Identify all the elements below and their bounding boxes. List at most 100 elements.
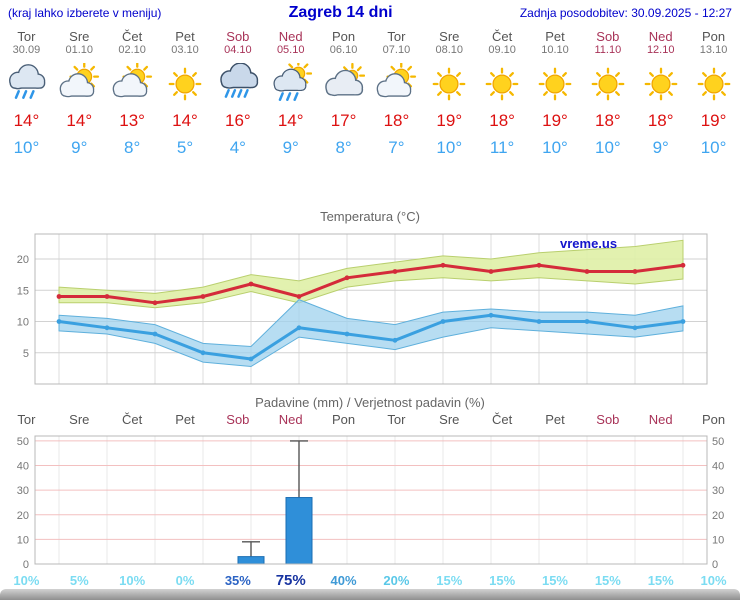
day-name: Pet (175, 29, 195, 44)
precip-day-label: Sob (596, 412, 620, 427)
svg-text:10: 10 (17, 317, 29, 329)
day-min-temp: 10° (594, 138, 621, 157)
precip-probability: 15% (541, 573, 568, 588)
precip-day-label: Tor (17, 412, 36, 427)
day-column-13.10[interactable]: Pon 13.10 19° 10° (687, 26, 740, 164)
svg-text:0: 0 (23, 559, 29, 571)
precip-probability: 5% (69, 573, 89, 588)
svg-text:40: 40 (712, 461, 724, 473)
day-date: 07.10 (382, 44, 411, 56)
svg-text:20: 20 (17, 254, 29, 266)
day-max-temp: 18° (489, 111, 515, 130)
precip-probability: 75% (275, 572, 306, 589)
day-max-temp: 19° (542, 111, 568, 130)
day-date: 13.10 (699, 44, 728, 56)
day-name: Sob (596, 29, 620, 44)
day-date: 10.10 (541, 44, 569, 56)
svg-text:20: 20 (17, 510, 29, 522)
precip-probability: 15% (647, 573, 674, 588)
day-column-07.10[interactable]: Tor 07.10 18° 7° (370, 26, 423, 164)
precip-probability: 35% (224, 573, 251, 588)
menu-hint: (kraj lahko izberete v meniju) (8, 6, 162, 20)
precip-day-label: Sob (226, 412, 250, 427)
svg-text:50: 50 (17, 436, 29, 448)
precip-day-label: Pon (702, 412, 726, 427)
days-strip: Tor 30.09 14° 10° Sre 01.10 14° 9° Čet 02.10 13° 8°… (0, 26, 740, 164)
day-name: Sre (439, 29, 460, 44)
day-column-08.10[interactable]: Sre 08.10 19° 10° (423, 26, 476, 164)
page-title: Zagreb 14 dni (288, 4, 393, 21)
day-min-temp: 10° (700, 138, 727, 157)
day-min-temp: 9° (652, 138, 669, 157)
precip-day-label: Čet (492, 412, 513, 427)
day-max-temp: 18° (647, 111, 674, 130)
day-name: Čet (492, 29, 513, 44)
precip-day-label: Sre (439, 412, 460, 427)
sunny-icon (634, 62, 687, 106)
rain-icon (0, 62, 53, 106)
sunny-icon (159, 62, 212, 106)
svg-text:15: 15 (17, 285, 29, 297)
day-min-temp: 9° (71, 138, 88, 157)
day-name: Pon (702, 29, 726, 44)
svg-text:0: 0 (712, 559, 718, 571)
watermark: vreme.us (560, 236, 617, 251)
day-date: 05.10 (276, 44, 305, 56)
day-column-03.10[interactable]: Pet 03.10 14° 5° (159, 26, 212, 164)
svg-text:10: 10 (712, 534, 724, 546)
day-name: Sob (226, 29, 250, 44)
svg-text:10: 10 (17, 534, 29, 546)
day-min-temp: 10° (542, 138, 568, 157)
footer-bar (0, 589, 740, 600)
day-name: Tor (17, 29, 36, 44)
day-column-30.09[interactable]: Tor 30.09 14° 10° (0, 26, 53, 164)
day-max-temp: 19° (436, 111, 463, 130)
day-max-temp: 14° (172, 111, 198, 130)
day-column-05.10[interactable]: Ned 05.10 14° 9° (264, 26, 317, 164)
last-updated: Zadnja posodobitev: 30.09.2025 - 12:27 (519, 6, 732, 20)
precip-probability: 0% (175, 573, 195, 588)
day-column-10.10[interactable]: Pet 10.10 19° 10° (529, 26, 582, 164)
partly-cloudy-icon (370, 62, 423, 106)
day-column-02.10[interactable]: Čet 02.10 13° 8° (106, 26, 159, 164)
day-column-04.10[interactable]: Sob 04.10 16° 4° (211, 26, 264, 164)
partly-cloudy-icon (106, 62, 159, 106)
day-column-01.10[interactable]: Sre 01.10 14° 9° (53, 26, 106, 164)
temperature-chart-title: Temperatura (°C) (320, 209, 420, 224)
rain-heavy-icon (211, 62, 264, 106)
partly-cloudy-icon (53, 62, 106, 106)
day-column-11.10[interactable]: Sob 11.10 18° 10° (581, 26, 634, 164)
precip-probability: 10% (700, 573, 727, 588)
precip-probability: 15% (436, 573, 463, 588)
precip-day-label: Čet (122, 412, 143, 427)
day-date: 30.09 (12, 44, 41, 56)
svg-text:50: 50 (712, 436, 724, 448)
sunny-icon (423, 62, 476, 106)
precip-day-label: Pon (332, 412, 356, 427)
cloudy-icon (317, 62, 370, 106)
precip-day-label: Pet (545, 412, 565, 427)
day-min-temp: 11° (489, 138, 515, 157)
day-column-09.10[interactable]: Čet 09.10 18° 11° (476, 26, 529, 164)
day-max-temp: 17° (330, 111, 357, 130)
day-max-temp: 13° (119, 111, 145, 130)
day-date: 03.10 (171, 44, 199, 56)
precip-probability-row: 10% 5% 10% 0% 35% 75% 40% 20% 15% 15% 15% 15% 15% 10% (0, 572, 740, 589)
day-min-temp: 4° (229, 138, 246, 157)
svg-text:40: 40 (17, 461, 29, 473)
sunny-icon (581, 62, 634, 106)
day-column-06.10[interactable]: Pon 06.10 17° 8° (317, 26, 370, 164)
precip-probability: 40% (330, 573, 357, 588)
day-max-temp: 14° (66, 111, 93, 130)
day-max-temp: 16° (224, 111, 251, 130)
precip-day-label: Ned (648, 412, 673, 427)
day-date: 11.10 (594, 44, 622, 56)
day-date: 08.10 (435, 44, 464, 56)
precip-day-label: Pet (175, 412, 195, 427)
precip-day-label: Ned (278, 412, 303, 427)
day-name: Ned (648, 29, 673, 44)
day-date: 06.10 (329, 44, 358, 56)
day-column-12.10[interactable]: Ned 12.10 18° 9° (634, 26, 687, 164)
precip-probability: 10% (13, 573, 40, 588)
